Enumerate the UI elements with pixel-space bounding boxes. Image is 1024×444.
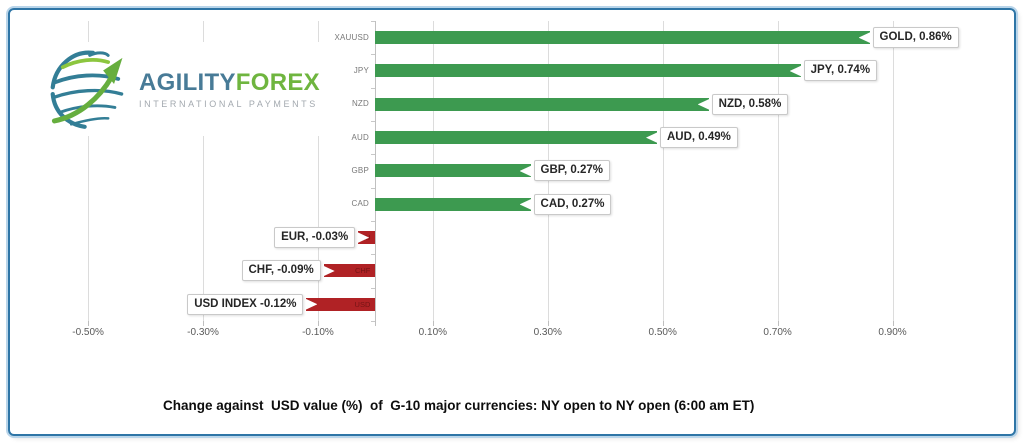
x-axis-label: 0.70%	[763, 327, 792, 338]
category-axis-tick	[371, 21, 376, 22]
category-axis-tick	[371, 220, 376, 222]
category-axis-tick	[371, 287, 376, 289]
x-axis-label: 0.10%	[418, 327, 448, 338]
chart-caption: Change against USD value (%) of G-10 maj…	[163, 398, 755, 413]
x-axis-label: 0.90%	[878, 327, 907, 338]
x-axis-label: -0.30%	[187, 327, 219, 338]
data-label: NZD, 0.58%	[711, 93, 789, 115]
x-axis-tick	[432, 321, 434, 326]
logo-wordmark: AGILITYFOREX	[139, 68, 320, 96]
x-axis-label: -0.50%	[72, 327, 104, 338]
gridline	[892, 21, 894, 321]
data-label: AUD, 0.49%	[659, 127, 738, 149]
category-axis-tick	[371, 320, 376, 322]
data-label: EUR, -0.03%	[274, 227, 356, 249]
category-label: XAUUSD	[334, 32, 369, 42]
x-axis-tick	[892, 321, 894, 326]
x-axis-label: 0.50%	[648, 327, 677, 338]
data-label: CHF, -0.09%	[241, 260, 321, 282]
gridline	[662, 21, 664, 321]
bar	[306, 297, 376, 311]
gridline	[88, 21, 90, 321]
category-axis-tick	[371, 254, 376, 256]
agilityforex-logo: AGILITYFOREX INTERNATIONAL PAYMENTS	[46, 42, 324, 136]
x-axis-tick	[375, 321, 377, 326]
category-axis-tick	[371, 154, 376, 156]
data-label: CAD, 0.27%	[533, 193, 612, 215]
bar	[375, 164, 531, 178]
bar	[375, 131, 657, 145]
x-axis-tick	[203, 321, 205, 326]
bar	[323, 264, 376, 278]
globe-arrow-icon	[50, 50, 124, 129]
category-label: GBP	[351, 165, 369, 175]
logo-word-forex: FOREX	[235, 68, 320, 96]
data-label: JPY, 0.74%	[803, 60, 878, 82]
category-label: AUD	[351, 132, 369, 142]
bar	[375, 64, 801, 78]
x-axis-tick	[662, 321, 664, 326]
data-label: GBP, 0.27%	[533, 160, 610, 182]
logo-word-agility: AGILITY	[139, 68, 236, 96]
logo-tagline: INTERNATIONAL PAYMENTS	[139, 98, 318, 109]
bar	[375, 97, 709, 111]
category-label: NZD	[351, 99, 369, 109]
data-label: GOLD, 0.86%	[872, 27, 959, 49]
category-axis-tick	[371, 54, 376, 56]
bar	[375, 31, 870, 45]
logo-text: AGILITYFOREX INTERNATIONAL PAYMENTS	[139, 68, 320, 109]
category-label: JPY	[353, 65, 369, 75]
category-label: CAD	[351, 199, 369, 209]
x-axis-tick	[777, 321, 779, 326]
category-axis-tick	[371, 120, 376, 122]
x-axis-tick	[547, 321, 549, 326]
gridline	[317, 21, 319, 321]
category-label: USD	[354, 299, 371, 309]
x-axis-label: 0.30%	[533, 327, 562, 338]
gridline	[777, 21, 779, 321]
x-axis-tick	[317, 321, 319, 326]
gridline	[203, 21, 205, 321]
data-label: USD INDEX -0.12%	[187, 293, 304, 315]
category-axis-tick	[371, 87, 376, 89]
bar	[375, 197, 531, 211]
x-axis-tick	[88, 321, 90, 326]
x-axis-label: -0.10%	[302, 327, 334, 338]
category-axis-tick	[371, 187, 376, 189]
category-label: CHF	[354, 266, 371, 276]
